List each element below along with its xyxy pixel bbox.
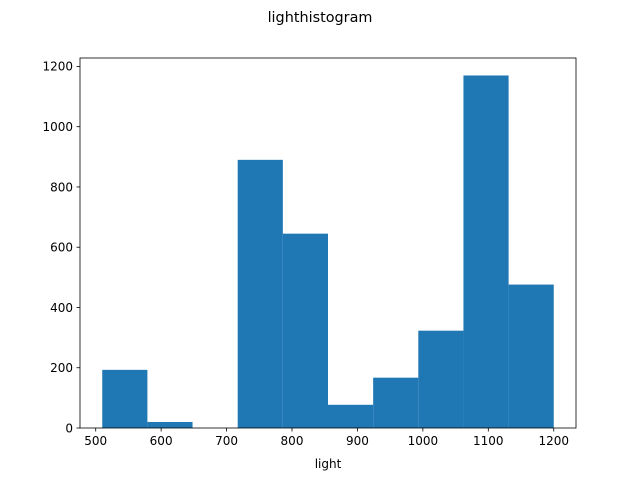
- x-tick-label: 1200: [538, 434, 569, 448]
- plot-area-frame: [79, 57, 577, 429]
- y-tick-label: 1000: [42, 120, 73, 134]
- x-tick-label: 900: [346, 434, 369, 448]
- y-tick-label: 800: [50, 180, 73, 194]
- x-axis-label: light: [315, 457, 342, 471]
- x-tick-label: 1000: [408, 434, 439, 448]
- histogram-bar: [282, 233, 328, 428]
- x-tick-label: 800: [281, 434, 304, 448]
- histogram-bar: [328, 404, 374, 428]
- ticks-group: 500 600 700 800 900 1000 1100 1200 0 200 400 600 800…: [42, 60, 569, 448]
- y-tick-label: 200: [50, 361, 73, 375]
- histogram-bar: [373, 377, 419, 428]
- x-tick-label: 500: [84, 434, 107, 448]
- histogram-bar: [463, 75, 509, 428]
- x-tick-label: 1100: [473, 434, 504, 448]
- y-tick-label: 1200: [42, 60, 73, 74]
- histogram-bar: [237, 159, 283, 428]
- chart-title: lighthistogram: [268, 10, 373, 26]
- histogram-bar: [147, 421, 193, 428]
- histogram-bar: [508, 284, 554, 428]
- y-tick-label: 600: [50, 241, 73, 255]
- histogram-bar: [418, 330, 464, 428]
- histogram-bar: [102, 369, 148, 428]
- bars-group: [102, 75, 554, 428]
- y-tick-label: 0: [65, 421, 73, 435]
- y-tick-label: 400: [50, 301, 73, 315]
- x-tick-label: 700: [215, 434, 238, 448]
- x-tick-label: 600: [150, 434, 173, 448]
